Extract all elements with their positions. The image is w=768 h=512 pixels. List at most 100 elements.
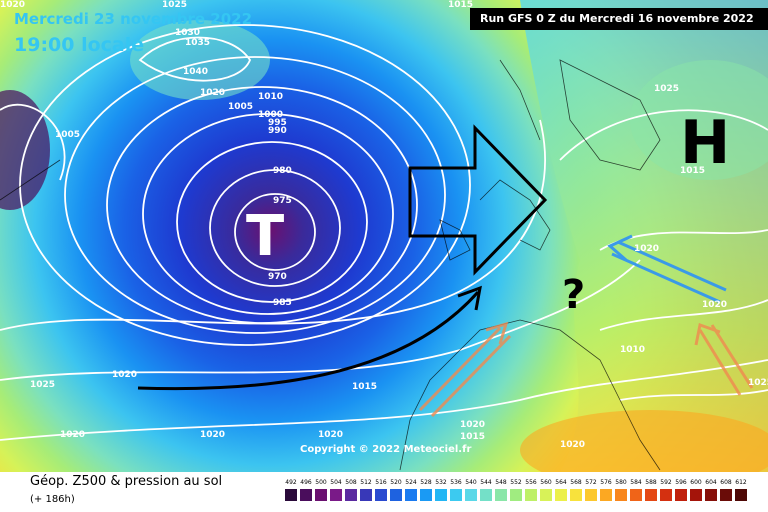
legend-swatch (285, 489, 297, 501)
legend-label: 592 (660, 479, 672, 486)
legend-swatch (645, 489, 657, 501)
isobar-label: 1010 (620, 345, 646, 355)
legend-label: 508 (345, 479, 357, 486)
legend-swatch (435, 489, 447, 501)
isobar-label: 1035 (185, 38, 211, 48)
legend-swatch (405, 489, 417, 501)
legend-swatch (330, 489, 342, 501)
isobar-label: 975 (273, 196, 292, 206)
legend-label: 536 (450, 479, 462, 486)
legend-swatch (360, 489, 372, 501)
isobar-label: 1005 (228, 102, 254, 112)
legend-swatch (705, 489, 717, 501)
forecast-local-time: 19:00 locale (14, 34, 145, 56)
coastlines (0, 59, 661, 471)
legend-label: 612 (735, 479, 747, 486)
isobar-label: 1025 (748, 378, 768, 388)
legend-swatch (420, 489, 432, 501)
legend-label: 496 (300, 479, 312, 486)
model-run-banner: Run GFS 0 Z du Mercredi 16 novembre 2022 (470, 8, 768, 30)
legend-label: 504 (330, 479, 342, 486)
isobar-label: 1020 (0, 0, 26, 10)
copyright-notice: Copyright © 2022 Meteociel.fr (300, 444, 472, 455)
legend-label: 544 (480, 479, 492, 486)
isobar-label: 1015 (352, 382, 378, 392)
arrow-big-outline (408, 124, 548, 276)
legend-swatch (540, 489, 552, 501)
isobar-label: 1030 (175, 28, 201, 38)
legend-swatch (570, 489, 582, 501)
legend-label: 528 (420, 479, 432, 486)
legend-label: 580 (615, 479, 627, 486)
isobar-label: 1025 (654, 84, 680, 94)
legend-label: 560 (540, 479, 552, 486)
legend-label: 512 (360, 479, 372, 486)
isobar-label: 1000 (258, 110, 284, 120)
isobar-label: 1020 (60, 430, 86, 440)
isobar-label: 1020 (460, 420, 486, 430)
legend-swatch (555, 489, 567, 501)
legend-label: 492 (285, 479, 297, 486)
legend-label: 524 (405, 479, 417, 486)
legend-label: 576 (600, 479, 612, 486)
isobar-label: 1020 (112, 370, 138, 380)
legend-label: 584 (630, 479, 642, 486)
legend-label: 548 (495, 479, 507, 486)
isobar-label: 1040 (183, 67, 209, 77)
isobar-label: 995 (268, 118, 287, 128)
isobar-label: 1025 (30, 380, 56, 390)
map-canvas (0, 0, 768, 472)
isobar-label: 1015 (680, 166, 706, 176)
legend-label: 600 (690, 479, 702, 486)
isobar-label: 1020 (560, 440, 586, 450)
isobars (0, 24, 768, 441)
legend-label: 540 (465, 479, 477, 486)
arrows-orange (418, 321, 754, 418)
isobar-label: 985 (273, 298, 292, 308)
legend-swatch (480, 489, 492, 501)
isobar-label: 970 (268, 272, 287, 282)
high-pressure-symbol: H (680, 108, 731, 178)
legend-label: 568 (570, 479, 582, 486)
legend-swatch (720, 489, 732, 501)
legend-swatch (615, 489, 627, 501)
legend-swatch (735, 489, 747, 501)
isobar-label: 1020 (200, 88, 226, 98)
legend-swatch (375, 489, 387, 501)
legend-label: 596 (675, 479, 687, 486)
footer-subtitle: (+ 186h) (30, 494, 75, 505)
isobar-label: 1005 (55, 130, 81, 140)
legend-swatch (585, 489, 597, 501)
legend-label: 500 (315, 479, 327, 486)
footer-title: Géop. Z500 & pression au sol (30, 474, 223, 489)
legend-label: 532 (435, 479, 447, 486)
isobar-label: 1020 (634, 244, 660, 254)
legend-label: 588 (645, 479, 657, 486)
legend-swatch (510, 489, 522, 501)
legend-swatch (525, 489, 537, 501)
legend-swatch (390, 489, 402, 501)
legend-swatch (450, 489, 462, 501)
legend-swatch (690, 489, 702, 501)
isobar-label: 1015 (460, 432, 486, 442)
legend-swatch (345, 489, 357, 501)
isobar-label: 1010 (258, 92, 284, 102)
legend-swatch (300, 489, 312, 501)
legend-label: 516 (375, 479, 387, 486)
legend-swatch (675, 489, 687, 501)
legend-swatch (600, 489, 612, 501)
isobar-label: 990 (268, 126, 287, 136)
legend-label: 564 (555, 479, 567, 486)
legend-label: 572 (585, 479, 597, 486)
legend-label: 604 (705, 479, 717, 486)
isobar-label: 1020 (200, 430, 226, 440)
question-mark-symbol: ? (562, 272, 586, 318)
isobar-label: 980 (273, 166, 292, 176)
legend-swatch (630, 489, 642, 501)
legend-label: 552 (510, 479, 522, 486)
isobar-label: 1020 (702, 300, 728, 310)
low-pressure-symbol: T (246, 204, 285, 269)
legend-label: 520 (390, 479, 402, 486)
weather-map: H T ? 1025 1030 1035 1040 1020 1015 1010… (0, 0, 768, 472)
legend-swatch (495, 489, 507, 501)
